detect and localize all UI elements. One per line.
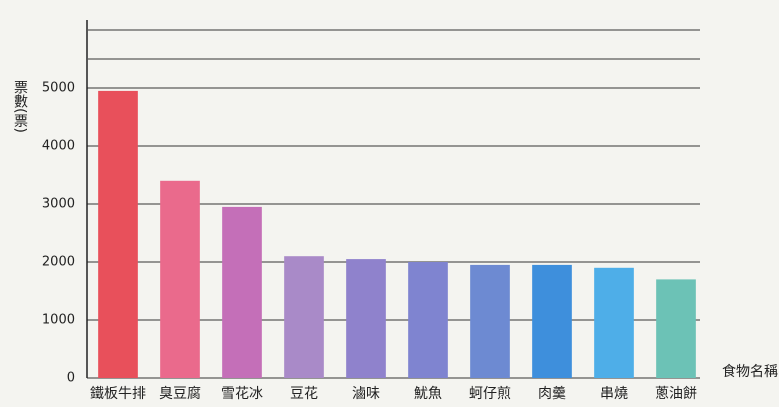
x-axis-label: 食物名稱 (722, 363, 778, 380)
x-tick-label: 肉羹 (538, 386, 566, 402)
x-tick-label: 臭豆腐 (159, 385, 201, 402)
bar (222, 206, 262, 378)
bar (656, 279, 696, 378)
x-tick-label: 鐵板牛排 (90, 385, 146, 402)
y-tick-label: 0 (67, 371, 75, 386)
x-tick-label: 魷魚 (414, 386, 442, 402)
bar (532, 264, 572, 378)
y-tick-label: 4000 (42, 139, 75, 154)
bar (408, 262, 448, 378)
y-tick-label: 3000 (42, 197, 75, 212)
y-tick-label: 5000 (42, 81, 75, 96)
y-axis-label: 票數(票) (12, 80, 28, 133)
x-tick-label: 蚵仔煎 (469, 386, 511, 402)
bar (284, 256, 324, 378)
y-tick-label: 2000 (42, 255, 75, 270)
x-tick-label: 蔥油餅 (655, 385, 697, 402)
bar (594, 267, 634, 378)
x-tick-label: 串燒 (600, 386, 628, 402)
bar (98, 90, 138, 379)
bar (160, 180, 200, 378)
bar (346, 259, 386, 378)
y-tick-label: 1000 (42, 313, 75, 328)
x-tick-label: 豆花 (290, 386, 318, 402)
x-tick-label: 雪花冰 (221, 386, 263, 402)
x-tick-label: 滷味 (352, 386, 380, 402)
bar (470, 264, 510, 378)
